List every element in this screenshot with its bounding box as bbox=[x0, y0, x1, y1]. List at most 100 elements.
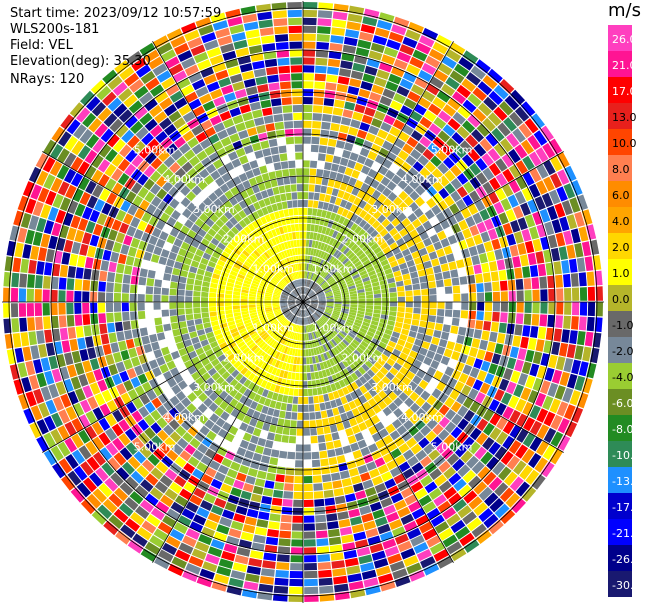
range-gate bbox=[307, 280, 312, 288]
range-gate bbox=[361, 244, 370, 252]
range-gate bbox=[56, 148, 70, 164]
range-gate bbox=[246, 273, 254, 280]
range-gate bbox=[387, 277, 395, 284]
range-gate bbox=[194, 218, 205, 228]
range-gate bbox=[441, 507, 457, 520]
range-gate bbox=[66, 315, 75, 327]
range-gate bbox=[169, 395, 180, 407]
range-gate bbox=[292, 200, 298, 208]
range-gate bbox=[123, 213, 134, 225]
range-gate bbox=[394, 138, 406, 149]
range-gate bbox=[310, 160, 318, 168]
range-gate bbox=[245, 361, 254, 369]
range-gate bbox=[506, 133, 520, 148]
range-gate bbox=[225, 286, 234, 291]
range-gate bbox=[284, 311, 291, 317]
range-gate bbox=[318, 306, 325, 309]
range-gate bbox=[396, 286, 405, 292]
range-gate bbox=[108, 261, 117, 273]
range-gate bbox=[162, 515, 177, 528]
range-gate bbox=[482, 117, 496, 132]
range-gate bbox=[175, 425, 187, 437]
range-gate bbox=[316, 427, 324, 435]
range-gate bbox=[74, 302, 82, 314]
range-gate bbox=[286, 257, 291, 265]
range-gate bbox=[204, 362, 214, 372]
range-gate bbox=[332, 155, 342, 165]
range-gate bbox=[517, 373, 529, 386]
range-gate bbox=[341, 478, 352, 487]
range-gate bbox=[269, 383, 277, 392]
range-gate bbox=[108, 229, 118, 241]
range-gate bbox=[342, 109, 354, 119]
range-gate bbox=[169, 295, 177, 302]
range-gate bbox=[396, 51, 412, 63]
range-gate bbox=[257, 292, 265, 296]
range-gate bbox=[234, 392, 243, 401]
range-gate bbox=[274, 288, 282, 293]
range-gate bbox=[328, 256, 335, 264]
range-gate bbox=[350, 70, 364, 80]
range-gate bbox=[279, 410, 286, 419]
range-gate bbox=[323, 313, 330, 319]
range-gate bbox=[507, 312, 516, 324]
range-gate bbox=[122, 320, 131, 331]
range-gate bbox=[413, 302, 421, 308]
range-gate bbox=[99, 403, 111, 417]
range-gate bbox=[348, 5, 365, 16]
azimuth-spoke bbox=[152, 41, 304, 303]
range-gate bbox=[310, 324, 314, 332]
range-gate bbox=[298, 381, 303, 389]
range-gate bbox=[574, 345, 584, 360]
range-gate bbox=[564, 421, 578, 438]
range-gate bbox=[91, 269, 100, 281]
range-gate bbox=[267, 221, 275, 230]
range-gate bbox=[340, 329, 348, 337]
range-gate bbox=[268, 258, 275, 266]
range-gate bbox=[258, 19, 273, 29]
range-gate bbox=[45, 399, 57, 415]
range-gate bbox=[436, 346, 446, 355]
range-gate bbox=[327, 277, 335, 284]
range-gate bbox=[513, 384, 524, 398]
range-gate bbox=[230, 487, 242, 497]
range-gate bbox=[420, 202, 430, 213]
range-gate bbox=[86, 456, 100, 471]
range-gate bbox=[202, 252, 212, 261]
range-gate bbox=[181, 57, 196, 70]
range-gate bbox=[139, 445, 152, 459]
range-gate bbox=[515, 160, 528, 175]
range-gate bbox=[225, 309, 233, 315]
range-gate bbox=[316, 34, 330, 42]
range-gate bbox=[197, 202, 208, 212]
range-gate bbox=[456, 334, 465, 345]
range-gate bbox=[152, 144, 165, 157]
range-gate bbox=[324, 433, 333, 442]
range-gate bbox=[169, 198, 180, 209]
range-gate bbox=[359, 122, 370, 132]
range-gate bbox=[51, 412, 63, 428]
azimuth-spoke bbox=[302, 151, 564, 303]
range-gate bbox=[339, 470, 350, 480]
range-gate bbox=[98, 483, 113, 498]
range-gate bbox=[459, 140, 473, 153]
range-gate bbox=[313, 274, 319, 282]
range-gate bbox=[330, 247, 337, 256]
range-gate bbox=[289, 176, 297, 184]
range-gate bbox=[288, 594, 303, 602]
range-gate bbox=[113, 452, 127, 466]
range-gate bbox=[200, 119, 213, 131]
range-gate bbox=[144, 191, 156, 203]
range-gate bbox=[309, 332, 313, 340]
range-gate bbox=[82, 477, 97, 493]
range-gate bbox=[291, 292, 298, 297]
range-gate bbox=[256, 258, 264, 265]
range-gate bbox=[522, 155, 535, 171]
range-gate bbox=[254, 526, 268, 536]
range-gate bbox=[317, 26, 331, 34]
range-gate bbox=[273, 211, 281, 220]
range-gate bbox=[370, 277, 379, 284]
range-gate bbox=[427, 274, 435, 282]
range-gate bbox=[582, 377, 593, 394]
range-gate bbox=[282, 328, 288, 336]
